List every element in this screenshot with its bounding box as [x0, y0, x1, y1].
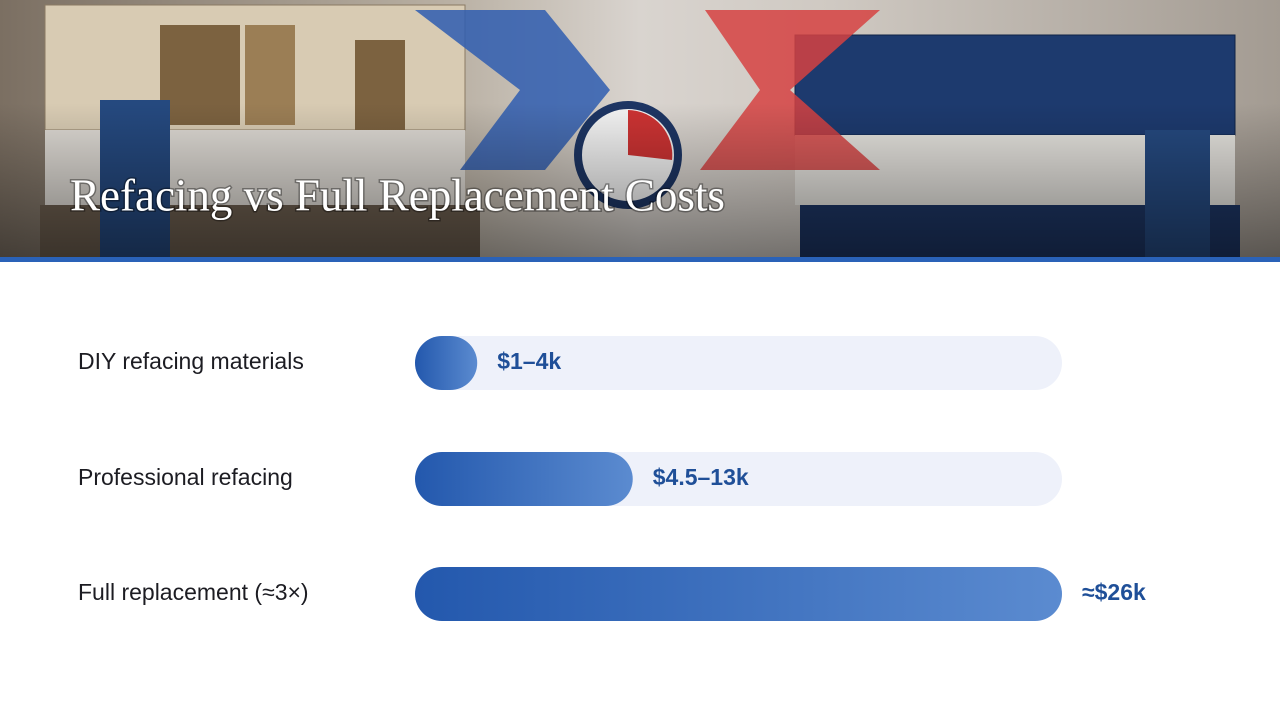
value-label: $1–4k	[497, 348, 561, 374]
header-rule	[0, 257, 1280, 262]
value-label: $4.5–13k	[653, 464, 749, 490]
chart-title: Refacing vs Full Replacement Costs	[70, 170, 725, 220]
bar	[415, 452, 633, 506]
value-label: ≈$26k	[1082, 579, 1146, 605]
category-label: DIY refacing materials	[78, 348, 304, 374]
category-label: Professional refacing	[78, 464, 293, 490]
category-label: Full replacement (≈3×)	[78, 579, 309, 605]
header-image	[0, 0, 1280, 258]
bar-track	[415, 336, 1062, 390]
bar	[415, 336, 478, 390]
bar	[415, 567, 1062, 621]
